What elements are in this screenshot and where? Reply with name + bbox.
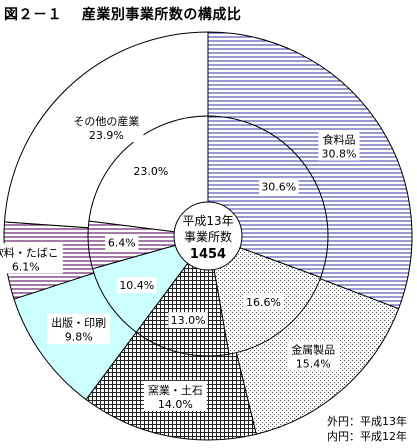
outer-label-category-0: 食料品 [323, 133, 356, 147]
center-line1: 平成13年 [182, 214, 233, 228]
outer-label-value-1: 15.4% [296, 357, 331, 370]
outer-label-category-4: 飲料・たばこ [0, 245, 59, 259]
inner-label-value-2: 13.0% [171, 314, 206, 327]
outer-label-category-3: 出版・印刷 [51, 316, 106, 330]
outer-label-box-1 [287, 340, 340, 371]
outer-label-box-4 [0, 243, 63, 274]
inner-labels: 30.6% 16.6% 13.0% 10.4% 6.4% 23.0% [105, 163, 299, 329]
inner-label-box-4 [105, 234, 139, 251]
outer-label-value-4: 6.1% [12, 260, 40, 273]
inner-label-value-3: 10.4% [119, 279, 154, 292]
inner-label-value-1: 16.6% [246, 296, 281, 309]
outer-label-value-3: 9.8% [65, 331, 93, 344]
outer-label-box-2 [143, 380, 207, 411]
center-label: 平成13年 事業所数 1454 [173, 201, 243, 271]
inner-label-box-3 [117, 277, 157, 293]
center-line2: 事業所数 [184, 229, 232, 244]
outer-label-value-0: 30.8% [322, 148, 357, 161]
center-circle [173, 201, 243, 271]
outer-label-category-2: 窯業・土石 [148, 383, 203, 397]
outer-label-box-3 [47, 313, 111, 344]
outer-label-value-2: 14.0% [158, 398, 193, 411]
inner-label-box-0 [259, 178, 299, 195]
inner-label-box-5 [131, 163, 171, 180]
chart-title: 図２－１ 産業別事業所数の構成比 [4, 7, 242, 23]
legend-inner: 内円：平成12年 [327, 430, 407, 443]
inner-label-value-0: 30.6% [261, 181, 296, 194]
inner-label-value-5: 23.0% [133, 165, 168, 178]
inner-label-value-4: 6.4% [108, 237, 136, 250]
inner-label-box-1 [243, 294, 284, 311]
legend-outer: 外円：平成13年 [327, 415, 407, 428]
outer-label-box-5 [69, 112, 144, 143]
outer-label-value-5: 23.9% [89, 129, 124, 142]
outer-label-box-0 [318, 130, 360, 161]
outer-label-category-1: 金属製品 [291, 342, 335, 356]
center-value: 1454 [190, 247, 226, 262]
inner-label-box-2 [168, 312, 208, 329]
outer-label-category-5: その他の産業 [73, 115, 139, 128]
